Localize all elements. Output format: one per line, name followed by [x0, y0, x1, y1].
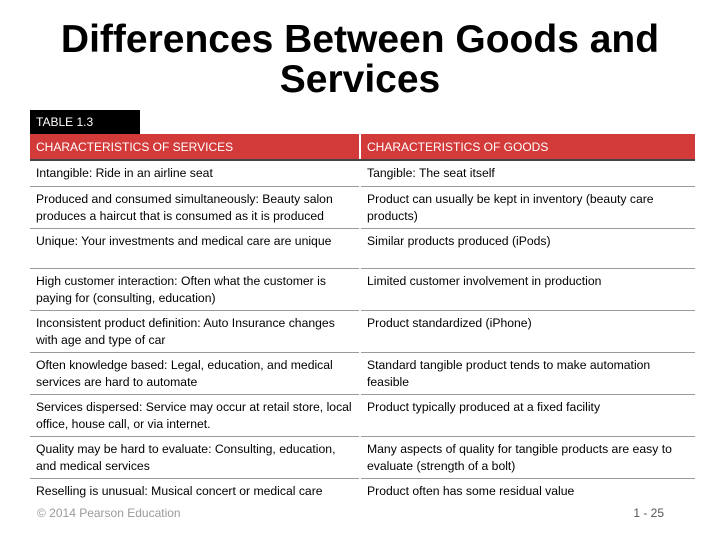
header-goods: CHARACTERISTICS OF GOODS [359, 134, 695, 161]
table-row: Intangible: Ride in an airline seat Tang… [30, 160, 695, 187]
services-cell: Reselling is unusual: Musical concert or… [36, 484, 323, 499]
table-label: TABLE 1.3 [30, 110, 140, 134]
goods-cell: Product standardized (iPhone) [359, 310, 695, 354]
table-row: Services dispersed: Service may occur at… [30, 394, 695, 438]
goods-cell: Tangible: The seat itself [359, 160, 695, 187]
goods-cell: Many aspects of quality for tangible pro… [359, 436, 695, 480]
table-row: Produced and consumed simultaneously: Be… [30, 186, 695, 229]
services-cell: Produced and consumed simultaneously: Be… [30, 186, 360, 229]
goods-cell: Product often has some residual value [359, 478, 695, 505]
table-row: High customer interaction: Often what th… [30, 268, 695, 312]
services-cell: Unique: Your investments and medical car… [30, 228, 360, 270]
page-title: Differences Between Goods and Services [60, 18, 660, 101]
table-header-row: CHARACTERISTICS OF SERVICES CHARACTERIST… [30, 134, 695, 161]
services-cell: Inconsistent product definition: Auto In… [30, 310, 360, 354]
services-cell: Quality may be hard to evaluate: Consult… [30, 436, 360, 480]
goods-cell: Similar products produced (iPods) [359, 228, 695, 270]
table-row: Quality may be hard to evaluate: Consult… [30, 436, 695, 480]
page-number: 1 - 25 [633, 506, 664, 520]
header-services: CHARACTERISTICS OF SERVICES [30, 134, 360, 161]
goods-cell: Product typically produced at a fixed fa… [359, 394, 695, 438]
table-row: Reselling is unusual: Musical concert or… [30, 478, 695, 505]
services-cell: Services dispersed: Service may occur at… [30, 394, 360, 438]
goods-cell: Limited customer involvement in producti… [359, 268, 695, 312]
goods-cell: Standard tangible product tends to make … [359, 352, 695, 396]
comparison-table-container: CHARACTERISTICS OF SERVICES CHARACTERIST… [30, 134, 695, 505]
copyright-text: © 2014 Pearson Education [37, 506, 181, 520]
services-cell: Often knowledge based: Legal, education,… [30, 352, 360, 396]
comparison-table: CHARACTERISTICS OF SERVICES CHARACTERIST… [30, 134, 695, 505]
table-row: Inconsistent product definition: Auto In… [30, 310, 695, 354]
goods-cell: Product can usually be kept in inventory… [359, 186, 695, 229]
table-row: Often knowledge based: Legal, education,… [30, 352, 695, 396]
services-cell: High customer interaction: Often what th… [30, 268, 360, 312]
table-row: Unique: Your investments and medical car… [30, 228, 695, 270]
services-cell: Intangible: Ride in an airline seat [30, 160, 360, 187]
